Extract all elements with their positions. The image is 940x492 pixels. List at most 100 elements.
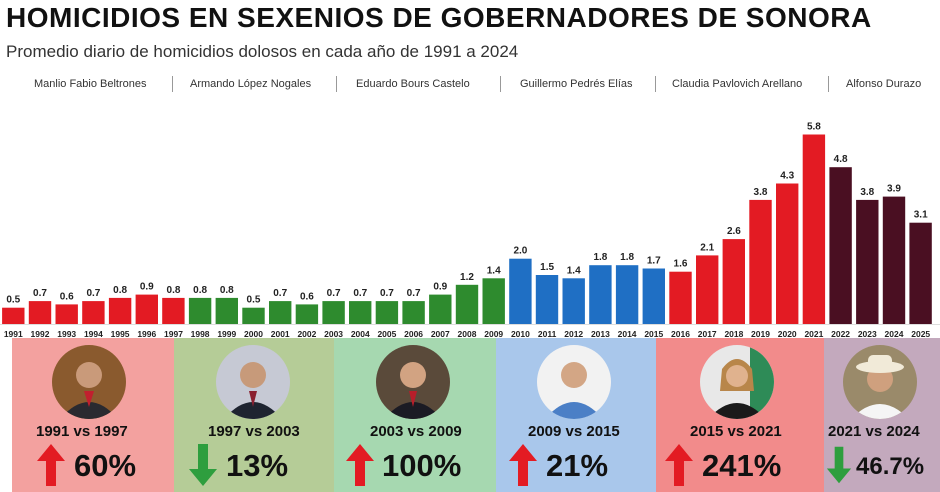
x-tick-label: 2003 <box>324 329 343 339</box>
bar-2010 <box>509 258 532 324</box>
x-tick-label: 1992 <box>31 329 50 339</box>
x-tick-label: 2023 <box>858 329 877 339</box>
bar-value-label: 0.6 <box>300 291 314 302</box>
bar-value-label: 1.2 <box>460 272 474 283</box>
x-tick-label: 1998 <box>191 329 210 339</box>
governor-avatar <box>843 345 917 419</box>
bar-2011 <box>535 275 559 324</box>
bar-2007 <box>429 294 452 324</box>
bar-1992 <box>28 301 52 324</box>
bar-2008 <box>455 284 479 324</box>
comparison-change: 241% <box>702 448 782 483</box>
bar-value-label: 1.4 <box>567 265 581 276</box>
x-tick-label: 2021 <box>804 329 823 339</box>
governor-avatar <box>537 345 611 419</box>
arrow-up-icon <box>346 444 374 486</box>
x-tick-label: 2012 <box>564 329 583 339</box>
bar-2024 <box>882 196 906 324</box>
bar-1994 <box>82 301 105 324</box>
comparison-range: 2009 vs 2015 <box>528 423 620 440</box>
bar-value-label: 0.8 <box>220 285 234 296</box>
x-tick-label: 2015 <box>644 329 663 339</box>
bar-2009 <box>482 278 505 324</box>
bar-2001 <box>269 301 292 324</box>
bar-value-label: 0.6 <box>60 291 74 302</box>
bar-value-label: 1.4 <box>487 265 501 276</box>
x-tick-label: 2025 <box>911 329 930 339</box>
bar-value-label: 5.8 <box>807 122 821 133</box>
bar-value-label: 0.7 <box>273 288 287 299</box>
page-subtitle: Promedio diario de homicidios dolosos en… <box>6 42 519 61</box>
bar-1999 <box>215 297 238 324</box>
x-tick-label: 1993 <box>57 329 76 339</box>
divider <box>828 76 829 92</box>
arrow-down-icon <box>826 446 852 484</box>
bar-value-label: 3.9 <box>887 184 901 195</box>
bar-2000 <box>242 307 265 324</box>
governor-name: Claudia Pavlovich Arellano <box>672 78 803 90</box>
bar-2005 <box>375 301 399 324</box>
x-tick-label: 2000 <box>244 329 263 339</box>
governor-name: Manlio Fabio Beltrones <box>34 78 147 90</box>
bar-value-label: 4.3 <box>780 171 794 182</box>
bar-value-label: 0.8 <box>193 285 207 296</box>
x-tick-label: 2010 <box>511 329 530 339</box>
x-tick-label: 2019 <box>751 329 770 339</box>
bar-2006 <box>402 301 425 324</box>
bar-1996 <box>135 294 158 324</box>
bar-value-label: 0.7 <box>380 288 394 299</box>
bar-value-label: 0.5 <box>247 295 261 306</box>
arrow-up-icon <box>37 444 65 486</box>
bar-2021 <box>802 134 826 324</box>
bar-1993 <box>55 304 78 324</box>
arrow-up-icon <box>665 444 693 486</box>
divider <box>336 76 337 92</box>
governor-avatar <box>700 345 774 419</box>
x-tick-label: 2017 <box>698 329 717 339</box>
comparison-range: 1997 vs 2003 <box>208 423 300 440</box>
divider <box>172 76 173 92</box>
x-tick-label: 2016 <box>671 329 690 339</box>
x-tick-label: 2014 <box>618 329 637 339</box>
x-tick-label: 1995 <box>111 329 130 339</box>
bar-2013 <box>589 265 612 324</box>
comparison-change: 100% <box>382 448 462 483</box>
governor-avatar <box>52 345 126 419</box>
bar-2022 <box>829 167 852 324</box>
x-tick-label: 1991 <box>4 329 23 339</box>
bar-2002 <box>295 304 319 324</box>
bar-chart: 0.5 1991 0.7 1992 0.6 1993 0.7 1994 0.8 1995 0.9 19… <box>0 122 940 339</box>
bar-value-label: 0.7 <box>33 288 47 299</box>
bar-value-label: 1.5 <box>540 262 554 273</box>
comparison-range: 2015 vs 2021 <box>690 423 782 440</box>
x-tick-label: 2024 <box>885 329 904 339</box>
bar-value-label: 0.8 <box>167 285 181 296</box>
bar-1997 <box>162 297 185 324</box>
bar-value-label: 1.8 <box>593 252 607 263</box>
bar-value-label: 0.9 <box>433 282 447 293</box>
bar-2014 <box>615 265 639 324</box>
bar-2015 <box>642 268 665 324</box>
bar-value-label: 0.7 <box>86 288 100 299</box>
arrow-up-icon <box>509 444 537 486</box>
x-tick-label: 2006 <box>404 329 423 339</box>
x-tick-label: 2011 <box>538 329 557 339</box>
comparison-change: 46.7% <box>856 453 925 480</box>
bar-value-label: 3.1 <box>914 210 928 221</box>
bar-value-label: 0.8 <box>113 285 127 296</box>
bar-1991 <box>2 307 25 324</box>
x-tick-label: 2018 <box>724 329 743 339</box>
bar-2012 <box>562 278 585 324</box>
x-tick-label: 2008 <box>458 329 477 339</box>
comparison-range: 2003 vs 2009 <box>370 423 462 440</box>
bar-value-label: 0.9 <box>140 282 154 293</box>
bar-2023 <box>856 199 879 324</box>
bar-value-label: 3.8 <box>860 187 874 198</box>
governor-name: Alfonso Durazo <box>846 78 922 90</box>
x-tick-label: 1999 <box>217 329 236 339</box>
x-tick-label: 2004 <box>351 329 370 339</box>
comparison-change: 13% <box>226 448 289 483</box>
bar-value-label: 1.6 <box>674 259 688 270</box>
bar-2025 <box>909 222 932 324</box>
x-tick-label: 1997 <box>164 329 183 339</box>
